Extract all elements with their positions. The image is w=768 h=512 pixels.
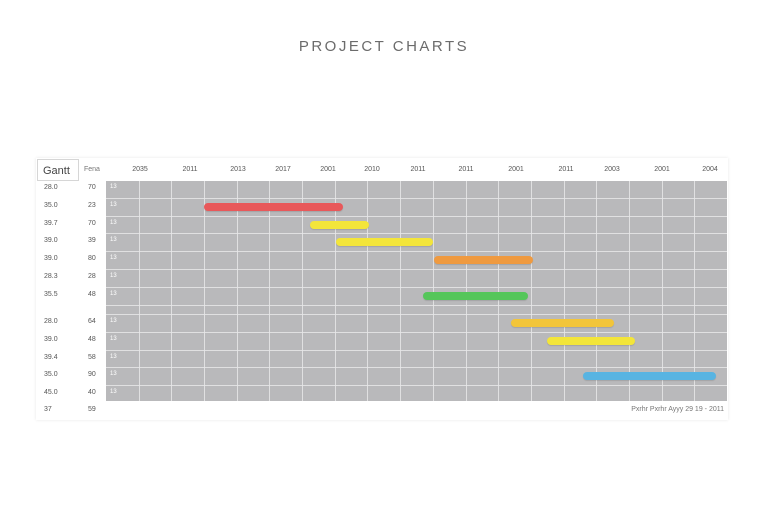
- row-label-c2: 64: [88, 318, 96, 325]
- year-tick-label: 2017: [275, 166, 291, 173]
- grid-vline: [694, 181, 696, 401]
- year-tick-label: 2013: [230, 166, 246, 173]
- year-tick-label: 2001: [654, 166, 670, 173]
- row-label-c1: 39.0: [44, 255, 58, 262]
- gantt-bar: [336, 238, 433, 246]
- row-label-c1: 35.5: [44, 291, 58, 298]
- row-label-c2: 23: [88, 202, 96, 209]
- gantt-bar: [204, 203, 343, 211]
- row-label-c1: 45.0: [44, 389, 58, 396]
- gantt-bar: [511, 319, 615, 327]
- year-tick-label: 2011: [182, 166, 198, 173]
- gantt-bar: [583, 372, 716, 380]
- grid-hline: [106, 314, 727, 315]
- year-tick-label: 2001: [320, 166, 336, 173]
- row-label-c3: 13: [110, 184, 117, 190]
- grid-vline: [334, 181, 336, 401]
- grid-hline: [106, 198, 727, 199]
- row-label-c3: 13: [110, 202, 117, 208]
- row-label-c1: 35.0: [44, 371, 58, 378]
- year-tick-label: 2010: [364, 166, 380, 173]
- row-label-c2: 70: [88, 184, 96, 191]
- row-label-c1: 28.0: [44, 184, 58, 191]
- gantt-label: Gantt: [37, 159, 79, 181]
- row-label-c2: 28: [88, 273, 96, 280]
- grid-vline: [204, 181, 206, 401]
- row-label-c1: 35.0: [44, 202, 58, 209]
- grid-vline: [236, 181, 238, 401]
- gantt-bar: [434, 256, 533, 264]
- row-label-c2: 40: [88, 389, 96, 396]
- column-header: Fena: [84, 166, 100, 173]
- year-tick-label: 2011: [410, 166, 426, 173]
- year-tick-label: 2001: [508, 166, 524, 173]
- row-label-c1: 28.0: [44, 318, 58, 325]
- grid-hline: [106, 251, 727, 252]
- grid-hline: [106, 233, 727, 234]
- grid-vline: [302, 181, 304, 401]
- grid-vline: [432, 181, 434, 401]
- year-tick-label: 2035: [132, 166, 148, 173]
- row-label-c2: 80: [88, 255, 96, 262]
- row-label-c3: 13: [110, 354, 117, 360]
- grid-hline: [106, 269, 727, 270]
- row-label-c3: 13: [110, 291, 117, 297]
- year-axis: 2035 2011 2013 2017 2001 2010 2011 2011 2001 2011…: [106, 158, 728, 180]
- row-label-c2: 48: [88, 291, 96, 298]
- grid-vline: [269, 181, 271, 401]
- row-label-c3: 13: [110, 389, 117, 395]
- row-label-c2: 70: [88, 220, 96, 227]
- row-label-c1: 39.7: [44, 220, 58, 227]
- row-label-c3: 13: [110, 371, 117, 377]
- row-label-c2: 48: [88, 336, 96, 343]
- grid-vline: [498, 181, 500, 401]
- row-label-c3: 13: [110, 255, 117, 261]
- row-label-c3: 13: [110, 237, 117, 243]
- row-label-c2: 39: [88, 237, 96, 244]
- row-label-c1: 37: [44, 406, 52, 413]
- year-tick-label: 2003: [604, 166, 620, 173]
- grid-hline: [106, 367, 727, 368]
- grid-hline: [106, 305, 727, 306]
- grid-hline: [106, 332, 727, 333]
- row-label-c1: 39.4: [44, 354, 58, 361]
- gantt-bar: [423, 292, 528, 300]
- row-label-c3: 13: [110, 336, 117, 342]
- row-label-c2: 90: [88, 371, 96, 378]
- row-label-c3: 13: [110, 318, 117, 324]
- row-label-c3: 13: [110, 220, 117, 226]
- grid-hline: [106, 216, 727, 217]
- gantt-bar: [310, 221, 370, 229]
- year-tick-label: 2011: [558, 166, 574, 173]
- grid-vline: [367, 181, 369, 401]
- grid-hline: [106, 350, 727, 351]
- row-label-c3: 13: [110, 273, 117, 279]
- grid-vline: [400, 181, 402, 401]
- grid-vline: [530, 181, 532, 401]
- grid-hline: [106, 385, 727, 386]
- row-label-c2: 59: [88, 406, 96, 413]
- gantt-grid: [106, 181, 727, 401]
- row-label-c1: 39.0: [44, 336, 58, 343]
- year-tick-label: 2004: [702, 166, 718, 173]
- grid-vline: [596, 181, 598, 401]
- grid-vline: [628, 181, 630, 401]
- grid-vline: [465, 181, 467, 401]
- grid-vline: [171, 181, 173, 401]
- row-label-c1: 28.3: [44, 273, 58, 280]
- row-label-c2: 58: [88, 354, 96, 361]
- chart-title: PROJECT CHARTS: [298, 38, 470, 55]
- grid-vline: [661, 181, 663, 401]
- year-tick-label: 2011: [458, 166, 474, 173]
- grid-vline: [563, 181, 565, 401]
- grid-hline: [106, 287, 727, 288]
- footer-note: Pxrhr Pxrhr Ayyy 29 19 - 2011: [631, 406, 724, 413]
- gantt-bar: [547, 337, 636, 345]
- grid-vline: [138, 181, 140, 401]
- row-label-c1: 39.0: [44, 237, 58, 244]
